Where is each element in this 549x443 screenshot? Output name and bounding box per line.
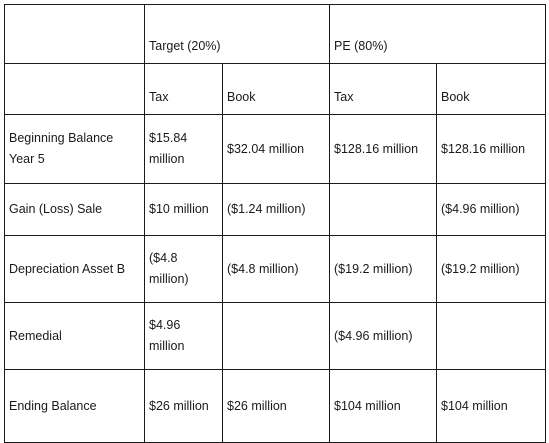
- group-header-pe: PE (80%): [329, 4, 546, 64]
- cell-target-tax: $15.84 million: [144, 114, 223, 184]
- sub-header-row: Tax Book Tax Book: [4, 63, 546, 115]
- table-row: Beginning Balance Year 5 $15.84 million …: [4, 114, 546, 184]
- cell-pe-tax: $128.16 million: [329, 114, 437, 184]
- sub-header-pe-book: Book: [436, 63, 546, 115]
- row-label: Beginning Balance Year 5: [4, 114, 145, 184]
- sub-header-target-tax: Tax: [144, 63, 223, 115]
- cell-target-book: $26 million: [222, 369, 330, 443]
- table-row: Ending Balance $26 million $26 million $…: [4, 369, 546, 443]
- cell-target-tax: $4.96 million: [144, 302, 223, 370]
- allocation-table: Target (20%) PE (80%) Tax Book Tax Book …: [4, 4, 546, 443]
- cell-pe-book: ($19.2 million): [436, 235, 546, 303]
- cell-target-book: ($4.8 million): [222, 235, 330, 303]
- cell-target-tax: $26 million: [144, 369, 223, 443]
- cell-target-book: $32.04 million: [222, 114, 330, 184]
- cell-target-book: ($1.24 million): [222, 183, 330, 236]
- row-label: Ending Balance: [4, 369, 145, 443]
- sub-header-target-book: Book: [222, 63, 330, 115]
- cell-pe-tax: ($4.96 million): [329, 302, 437, 370]
- row-label: Depreciation Asset B: [4, 235, 145, 303]
- cell-pe-book: $128.16 million: [436, 114, 546, 184]
- cell-pe-tax: [329, 183, 437, 236]
- sub-header-pe-tax: Tax: [329, 63, 437, 115]
- table-row: Depreciation Asset B ($4.8 million) ($4.…: [4, 235, 546, 303]
- cell-target-tax: ($4.8 million): [144, 235, 223, 303]
- sub-header-empty: [4, 63, 145, 115]
- cell-pe-tax: ($19.2 million): [329, 235, 437, 303]
- group-header-row: Target (20%) PE (80%): [4, 4, 546, 64]
- cell-target-tax: $10 million: [144, 183, 223, 236]
- row-label: Gain (Loss) Sale: [4, 183, 145, 236]
- cell-pe-book: [436, 302, 546, 370]
- cell-target-book: [222, 302, 330, 370]
- group-header-target: Target (20%): [144, 4, 330, 64]
- table-row: Gain (Loss) Sale $10 million ($1.24 mill…: [4, 183, 546, 236]
- table-row: Remedial $4.96 million ($4.96 million): [4, 302, 546, 370]
- cell-pe-tax: $104 million: [329, 369, 437, 443]
- row-label: Remedial: [4, 302, 145, 370]
- corner-cell: [4, 4, 145, 64]
- cell-pe-book: ($4.96 million): [436, 183, 546, 236]
- cell-pe-book: $104 million: [436, 369, 546, 443]
